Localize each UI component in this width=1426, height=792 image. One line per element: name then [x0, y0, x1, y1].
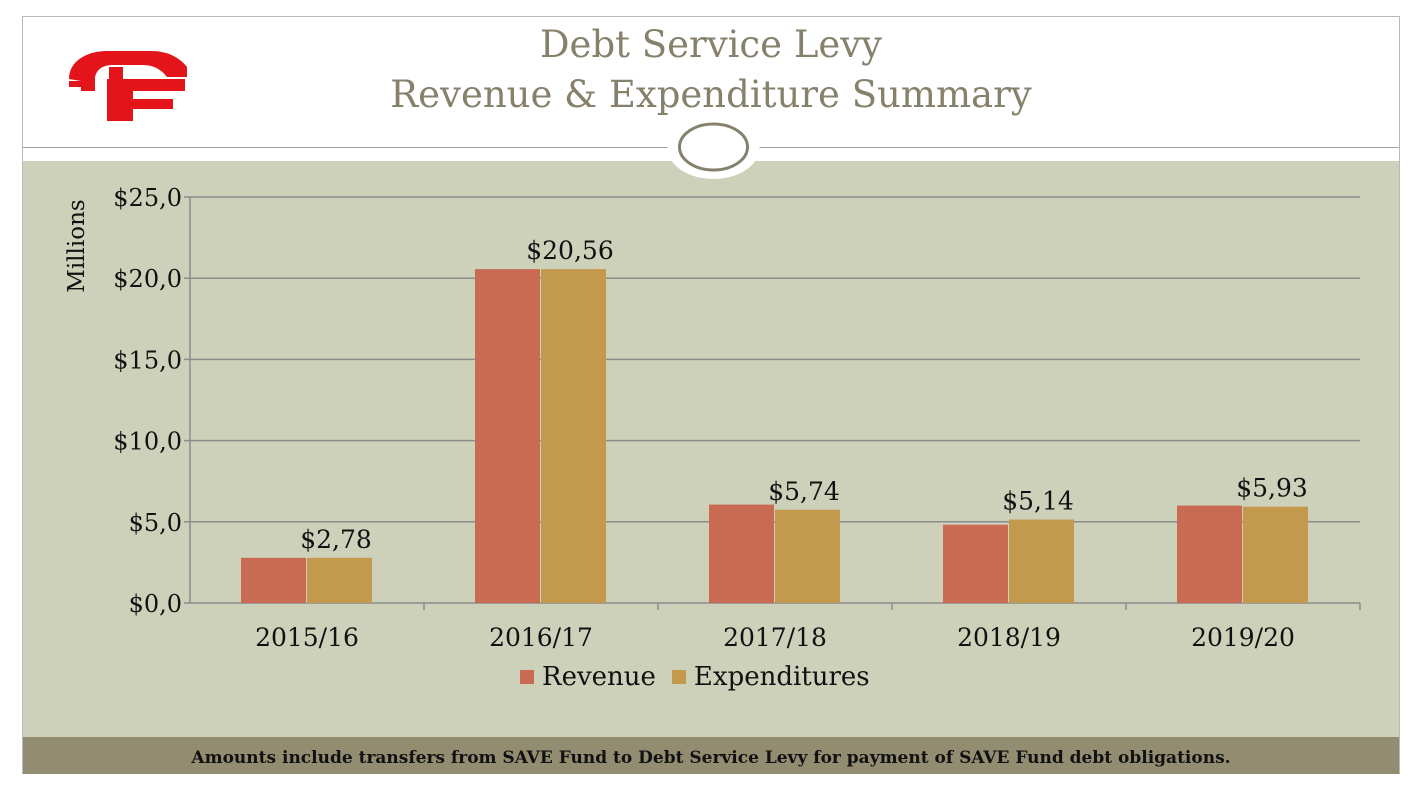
bar-revenue-2016-17: [475, 269, 540, 603]
x-tick-label: 2015/16: [255, 623, 359, 652]
bar-expenditures-2018-19: [1009, 519, 1074, 603]
y-tick-label: $25,0: [113, 184, 182, 212]
school-logo-icon: [69, 51, 187, 121]
bar-expenditures-2019-20: [1243, 506, 1308, 603]
footnote-text: Amounts include transfers from SAVE Fund…: [191, 748, 1231, 768]
x-tick-label: 2016/17: [489, 623, 593, 652]
legend-label-expenditures: Expenditures: [693, 662, 870, 692]
legend-item-revenue: Revenue: [520, 662, 656, 692]
ornament-circle-icon: [667, 117, 760, 179]
bar-expenditures-2017-18: [775, 509, 840, 603]
y-tick-label: $10,0: [113, 428, 182, 456]
x-tick-label: 2017/18: [723, 623, 827, 652]
bar-revenue-2019-20: [1177, 505, 1242, 603]
data-label: $2,78: [300, 525, 372, 554]
legend-swatch-expenditures: [671, 670, 686, 684]
data-label: $5,14: [1002, 487, 1074, 516]
legend-item-expenditures: Expenditures: [671, 662, 870, 692]
x-tick-label: 2019/20: [1191, 623, 1295, 652]
bar-revenue-2018-19: [943, 524, 1008, 603]
chart-panel: [23, 161, 1399, 737]
slide-frame: Debt Service Levy Revenue & Expenditure …: [22, 16, 1400, 774]
legend-label-revenue: Revenue: [542, 662, 656, 692]
y-axis-label: Millions: [64, 199, 90, 292]
y-tick-label: $20,0: [113, 265, 182, 293]
chart-legend: Revenue Expenditures: [520, 662, 886, 692]
bar-expenditures-2015-16: [307, 557, 372, 603]
data-label: $20,56: [526, 236, 613, 265]
bar-revenue-2017-18: [709, 504, 774, 603]
slide-title-line2: Revenue & Expenditure Summary: [390, 73, 1032, 116]
y-tick-label: $0,0: [129, 590, 182, 618]
bar-revenue-2015-16: [241, 557, 306, 603]
y-tick-label: $15,0: [113, 346, 182, 374]
data-label: $5,93: [1236, 474, 1308, 503]
bar-expenditures-2016-17: [541, 269, 606, 603]
slide-title-line1: Debt Service Levy: [539, 23, 883, 66]
x-tick-label: 2018/19: [957, 623, 1061, 652]
y-tick-label: $5,0: [129, 509, 182, 537]
data-label: $5,74: [768, 477, 840, 506]
legend-swatch-revenue: [520, 670, 534, 684]
footnote-bar: Amounts include transfers from SAVE Fund…: [23, 737, 1399, 774]
